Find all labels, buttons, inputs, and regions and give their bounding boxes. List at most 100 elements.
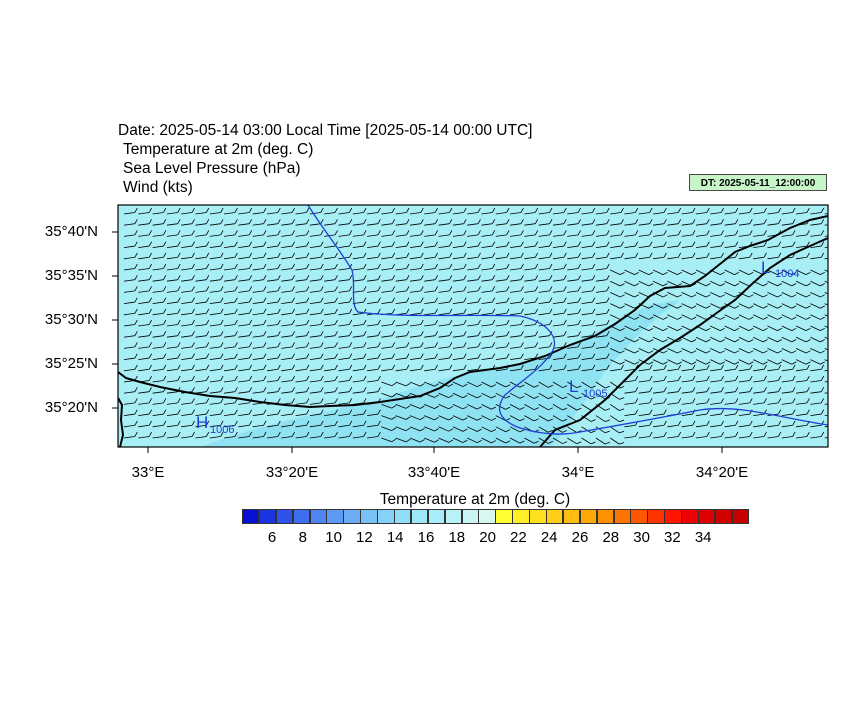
- wind-barb: [710, 398, 724, 405]
- colorbar-cell: [427, 509, 446, 524]
- wind-barb: [166, 219, 181, 226]
- wind-barb: [538, 275, 553, 282]
- wind-barb: [695, 420, 710, 428]
- colorbar-label: 22: [510, 529, 527, 546]
- wind-barb: [724, 314, 740, 320]
- wind-barb: [195, 241, 210, 248]
- wind-barb: [638, 325, 654, 332]
- wind-barb: [510, 364, 524, 372]
- wind-barb: [796, 364, 810, 372]
- wind-barb: [681, 269, 697, 276]
- wind-barb: [424, 415, 439, 421]
- wind-barb: [738, 398, 753, 405]
- wind-barb: [409, 437, 425, 443]
- wind-barb: [338, 230, 353, 237]
- wind-barb: [824, 359, 828, 365]
- wind-barb: [638, 348, 654, 354]
- wind-barb: [195, 431, 210, 439]
- wind-barb: [181, 342, 195, 349]
- wind-barb: [195, 297, 210, 304]
- wind-barb: [381, 263, 396, 271]
- wind-barb: [424, 342, 438, 349]
- wind-barb: [224, 275, 238, 282]
- wind-barb: [567, 230, 581, 237]
- colorbar-label: 12: [356, 529, 373, 546]
- latitude-label: 35°30'N: [44, 311, 98, 328]
- wind-barb: [438, 263, 453, 271]
- wind-barb: [724, 431, 739, 439]
- wind-barb: [252, 275, 267, 282]
- wind-barb: [695, 336, 711, 343]
- wind-barb: [352, 409, 367, 416]
- colorbar-cell: [461, 509, 479, 524]
- wind-barb: [481, 241, 496, 248]
- wind-barb: [667, 207, 682, 215]
- wind-barb: [295, 331, 310, 338]
- wind-barb: [181, 409, 195, 416]
- wind-barb: [667, 359, 682, 365]
- wind-barb: [395, 319, 410, 327]
- wind-barb: [738, 325, 754, 332]
- wind-barb: [152, 409, 167, 416]
- wind-barb: [152, 297, 167, 304]
- wind-barb: [567, 308, 581, 316]
- wind-barb: [195, 275, 210, 282]
- wind-barb: [610, 348, 625, 354]
- wind-barb: [781, 336, 797, 343]
- wind-barb: [324, 219, 338, 226]
- wind-barb: [152, 241, 167, 248]
- wind-barb: [424, 364, 438, 372]
- wind-barb: [281, 409, 295, 416]
- wind-barb: [624, 348, 640, 354]
- wind-barb: [324, 207, 338, 215]
- wind-barb: [367, 409, 381, 416]
- wind-barb: [810, 375, 825, 383]
- wind-barb: [438, 319, 453, 327]
- wind-barb: [309, 263, 324, 271]
- wind-barb: [581, 342, 596, 349]
- wind-barb: [538, 415, 554, 422]
- wind-barb: [824, 375, 828, 383]
- wind-barb: [281, 308, 295, 316]
- wind-barb: [195, 308, 210, 316]
- wind-barb: [295, 241, 310, 248]
- wind-barb: [667, 314, 682, 320]
- wind-barb: [438, 230, 453, 237]
- wind-barb: [767, 398, 782, 405]
- wind-barb: [738, 431, 753, 439]
- colorbar-label: 26: [571, 529, 589, 546]
- wind-barb: [409, 207, 424, 215]
- wind-barb: [767, 325, 783, 332]
- wind-barb: [724, 230, 739, 237]
- wind-barb: [667, 269, 682, 276]
- wind-barb: [166, 319, 181, 327]
- colorbar-cell: [613, 509, 631, 524]
- wind-barb: [538, 342, 553, 349]
- wind-barb: [767, 431, 782, 439]
- wind-barb: [638, 398, 653, 405]
- wind-barb: [767, 219, 782, 226]
- wind-barb: [638, 280, 654, 287]
- wind-barb: [367, 297, 381, 304]
- wind-barb: [309, 431, 324, 439]
- wind-barb: [395, 297, 410, 304]
- wind-barb: [452, 297, 467, 304]
- wind-barb: [781, 398, 796, 405]
- wind-barb: [438, 297, 453, 304]
- wind-barb: [552, 331, 567, 338]
- wind-barb: [638, 375, 653, 383]
- wind-barb: [424, 353, 438, 360]
- wind-barb: [567, 364, 581, 372]
- low-value: 1005: [583, 388, 607, 400]
- field-pressure-label: Sea Level Pressure (hPa): [123, 160, 301, 177]
- wind-barb: [810, 269, 825, 276]
- wind-barb: [710, 241, 724, 248]
- wind-barb: [238, 219, 253, 226]
- wind-barb: [552, 319, 567, 327]
- wind-barb: [123, 219, 138, 226]
- wind-barb: [738, 420, 753, 428]
- wind-barb: [610, 336, 625, 343]
- wind-barb: [209, 219, 224, 226]
- wind-barb: [409, 286, 424, 293]
- wind-barb: [338, 319, 353, 327]
